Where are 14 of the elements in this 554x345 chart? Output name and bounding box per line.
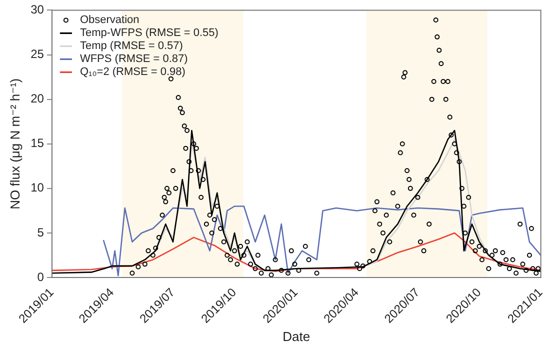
legend-label: Temp-WFPS (RMSE = 0.55) xyxy=(80,27,218,40)
y-tick-label: 30 xyxy=(30,2,44,17)
legend-label: WFPS (RMSE = 0.87) xyxy=(80,53,188,66)
y-tick-label: 20 xyxy=(30,92,44,106)
y-tick-label: 15 xyxy=(30,136,44,150)
y-tick-label: 10 xyxy=(30,180,44,195)
y-tick-label: 0 xyxy=(37,270,44,284)
y-axis-title: NO flux (μg N m⁻² h⁻¹) xyxy=(7,78,22,210)
legend-label: Temp (RMSE = 0.57) xyxy=(80,40,183,52)
y-tick-label: 25 xyxy=(30,47,44,62)
legend-label: Observation xyxy=(80,14,140,26)
legend-label: Q₁₀=2 (RMSE = 0.98) xyxy=(80,66,186,78)
x-axis-title: Date xyxy=(282,328,310,344)
y-tick-label: 5 xyxy=(37,225,44,240)
